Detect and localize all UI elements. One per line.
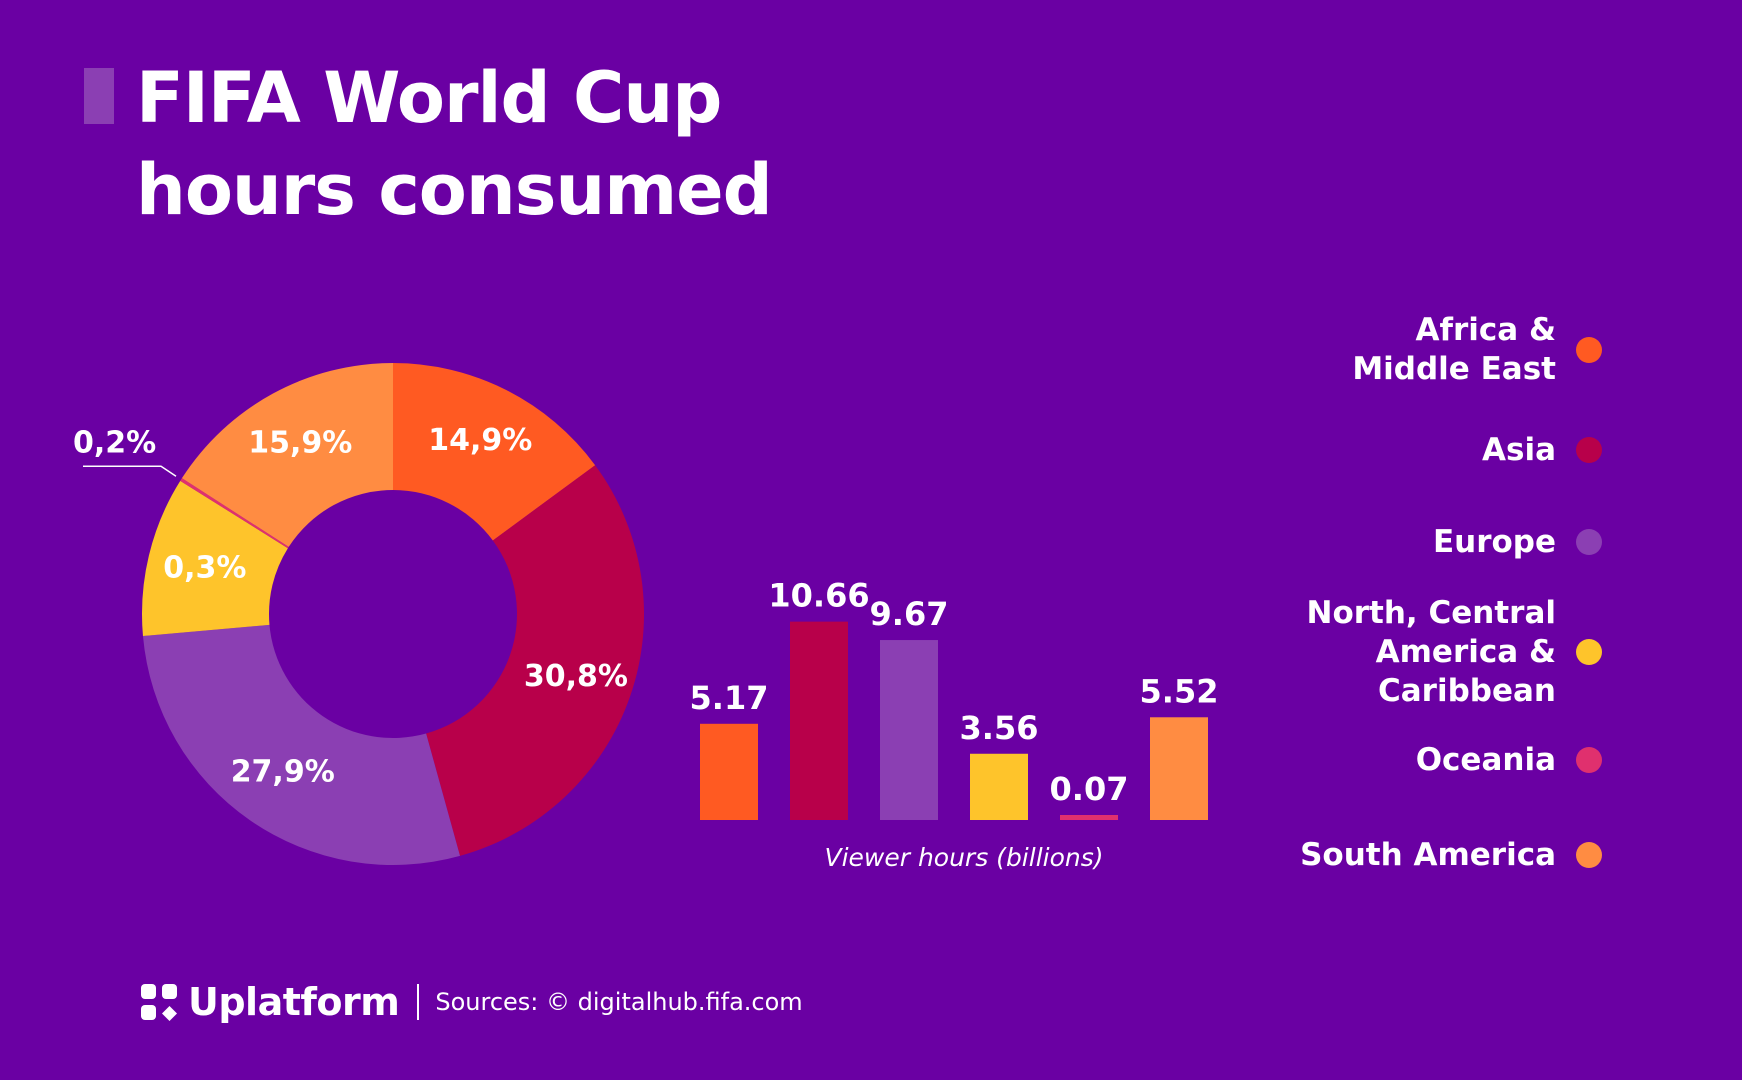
legend-label: North, Central America & Caribbean: [1306, 594, 1556, 709]
legend-swatch: [1576, 437, 1602, 463]
donut-slice: [181, 363, 393, 547]
title-line-1: FIFA World Cup: [136, 57, 722, 139]
bar-value-label: 5.52: [1140, 672, 1219, 710]
legend-label: Asia: [1482, 431, 1556, 468]
title-accent-bar: [84, 68, 114, 124]
footer: Uplatform Sources: © digitalhub.fifa.com: [140, 978, 803, 1026]
brand-name: Uplatform: [188, 980, 400, 1024]
donut-slice: [180, 478, 289, 549]
legend-label: Oceania: [1415, 741, 1556, 778]
bar-chart-x-axis-label: Viewer hours (billions): [824, 843, 1103, 872]
donut-slice-label: 0,3%: [163, 550, 246, 585]
bar-value-label: 10.66: [768, 577, 869, 615]
bar: [790, 621, 848, 820]
bar: [880, 640, 938, 820]
bar-chart: 5.17 10.66 9.67 3.56 0.07 5.52: [690, 577, 1219, 820]
legend-item: Africa & Middle East: [1352, 311, 1602, 389]
uplatform-logo-icon: [141, 984, 177, 1021]
title-line-2: hours consumed: [136, 149, 773, 231]
donut-slice-label: 14,9%: [428, 423, 532, 458]
legend-label: Europe: [1432, 523, 1556, 560]
legend-item: Europe: [1433, 523, 1602, 562]
legend-swatch: [1576, 337, 1602, 363]
donut-slice-label: 15,9%: [248, 426, 352, 461]
legend-label: South America: [1300, 836, 1556, 873]
legend-swatch: [1576, 747, 1602, 773]
legend-item: North, Central America & Caribbean: [1307, 594, 1602, 711]
donut-chart: 14,9% 30,8% 27,9% 0,3% 0,2% 15,9%: [73, 363, 644, 865]
footer-divider: [417, 984, 420, 1020]
donut-slice: [426, 465, 644, 856]
legend-item: Oceania: [1416, 741, 1602, 780]
donut-slice-label: 30,8%: [524, 659, 628, 694]
bar: [1150, 717, 1208, 820]
legend-item: Asia: [1482, 431, 1602, 470]
donut-slice: [141, 480, 288, 637]
page-title: FIFA World Cup hours consumed: [136, 52, 1036, 236]
donut-slice: [393, 363, 596, 541]
sources-credit: Sources: © digitalhub.fifa.com: [435, 988, 803, 1016]
donut-leader-line: [83, 465, 177, 477]
bar-value-label: 0.07: [1050, 770, 1129, 808]
bar-value-label: 5.17: [690, 679, 769, 717]
bar: [970, 753, 1028, 820]
legend-swatch: [1576, 842, 1602, 868]
donut-slice-label: 27,9%: [231, 755, 335, 790]
bar: [1060, 815, 1118, 820]
bar-value-label: 9.67: [870, 595, 949, 633]
legend-label: Africa & Middle East: [1352, 312, 1556, 387]
donut-slice-label: 0,2%: [73, 425, 156, 460]
legend-item: South America: [1300, 836, 1602, 875]
legend-swatch: [1576, 529, 1602, 555]
donut-slice: [142, 624, 460, 865]
legend-swatch: [1576, 639, 1602, 665]
bar: [700, 723, 758, 820]
bar-value-label: 3.56: [960, 709, 1039, 747]
